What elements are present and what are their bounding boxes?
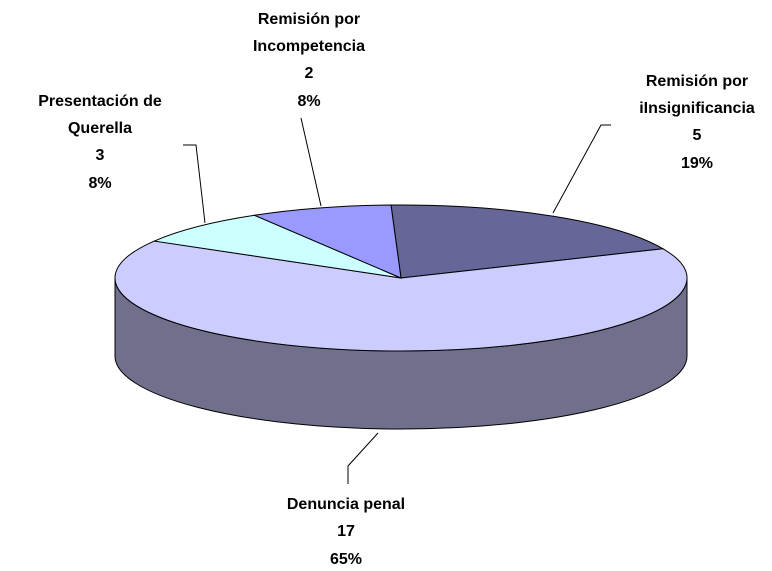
count-label: 2 <box>305 65 314 82</box>
slice-label: Remisión por <box>646 73 748 90</box>
leader-line <box>552 124 611 214</box>
slice <box>114 240 688 352</box>
slice-label: Presentación de <box>38 93 162 110</box>
count-label: 17 <box>337 523 355 540</box>
count-label: 3 <box>96 147 105 164</box>
slice-label: Incompetencia <box>253 38 365 55</box>
slice-label: iInsignificancia <box>639 100 755 117</box>
count-label: 5 <box>693 127 702 144</box>
percent-label: 8% <box>297 93 320 110</box>
leader-line <box>183 144 206 224</box>
percent-label: 19% <box>681 155 713 172</box>
slice <box>152 214 402 279</box>
leader-line <box>347 432 379 484</box>
percent-label: 65% <box>330 551 362 568</box>
slice <box>390 204 665 279</box>
leader-line <box>300 117 322 207</box>
slice-label: Remisión por <box>258 11 360 28</box>
slice-label: Denuncia penal <box>287 496 405 513</box>
percent-label: 8% <box>88 175 111 192</box>
slice-label: Querella <box>68 120 132 137</box>
slice <box>252 204 402 279</box>
